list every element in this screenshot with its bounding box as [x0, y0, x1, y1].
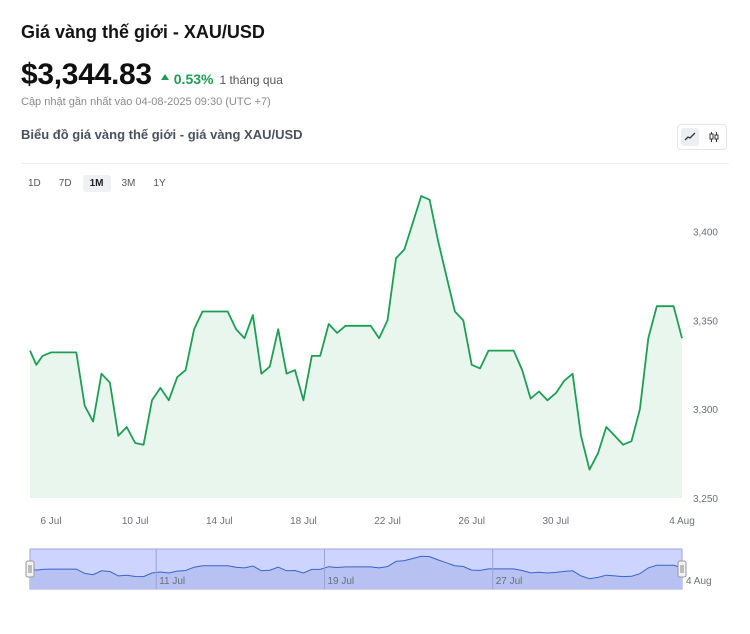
page-title: Giá vàng thế giới - XAU/USD [21, 22, 265, 42]
last-updated: Cập nhật gần nhất vào 04-08-2025 09:30 (… [21, 96, 271, 108]
tab-1y[interactable]: 1Y [153, 178, 166, 189]
price-row: $3,344.83 0.53% 1 tháng qua [21, 58, 283, 92]
candlestick-icon[interactable] [705, 128, 723, 146]
y-tick-label: 3,300 [693, 405, 718, 416]
y-tick-label: 3,400 [693, 228, 718, 239]
y-axis: 3,250 3,300 3,350 3,400 [693, 228, 718, 505]
x-tick-label: 22 Jul [374, 516, 401, 527]
y-tick-label: 3,250 [693, 494, 718, 505]
tab-1m[interactable]: 1M [82, 175, 111, 192]
navigator-handle-left[interactable] [25, 560, 35, 578]
navigator-label: 19 Jul [327, 576, 354, 587]
x-tick-label: 6 Jul [40, 516, 61, 527]
main-plot [29, 195, 683, 498]
change-period: 1 tháng qua [219, 73, 283, 87]
price-line [29, 195, 683, 471]
x-tick-label: 18 Jul [290, 516, 317, 527]
y-tick-label: 3,350 [693, 316, 718, 327]
navigator-handle-right[interactable] [677, 560, 687, 578]
chart-view-toggle [677, 124, 727, 150]
current-price: $3,344.83 [21, 58, 152, 91]
divider [21, 163, 729, 164]
navigator-area [30, 556, 682, 589]
x-tick-label: 26 Jul [458, 516, 485, 527]
range-navigator: 11 Jul 19 Jul 27 Jul 4 Aug [25, 548, 712, 590]
line-chart-icon[interactable] [681, 128, 699, 146]
navigator-label: 11 Jul [159, 576, 185, 587]
tab-1d[interactable]: 1D [28, 178, 41, 189]
chart-heading: Biểu đồ giá vàng thế giới - giá vàng XAU… [21, 127, 303, 142]
tab-7d[interactable]: 7D [58, 178, 72, 189]
x-tick-label: 14 Jul [206, 516, 233, 527]
change-percent: 0.53% [173, 71, 214, 87]
x-tick-label: 10 Jul [122, 516, 149, 527]
navigator-line [29, 555, 683, 580]
range-tabs: 1D 7D 1M 3M 1Y [21, 175, 173, 192]
x-tick-label: 4 Aug [669, 516, 695, 527]
navigator-label: 4 Aug [686, 576, 712, 587]
x-tick-label: 30 Jul [542, 516, 569, 527]
up-arrow-icon [160, 74, 169, 80]
x-axis: 6 Jul 10 Jul 14 Jul 18 Jul 22 Jul 26 Jul 30 Ju… [40, 516, 694, 527]
tab-3m[interactable]: 3M [121, 178, 136, 189]
price-area [30, 196, 682, 498]
navigator-label: 27 Jul [496, 576, 523, 587]
